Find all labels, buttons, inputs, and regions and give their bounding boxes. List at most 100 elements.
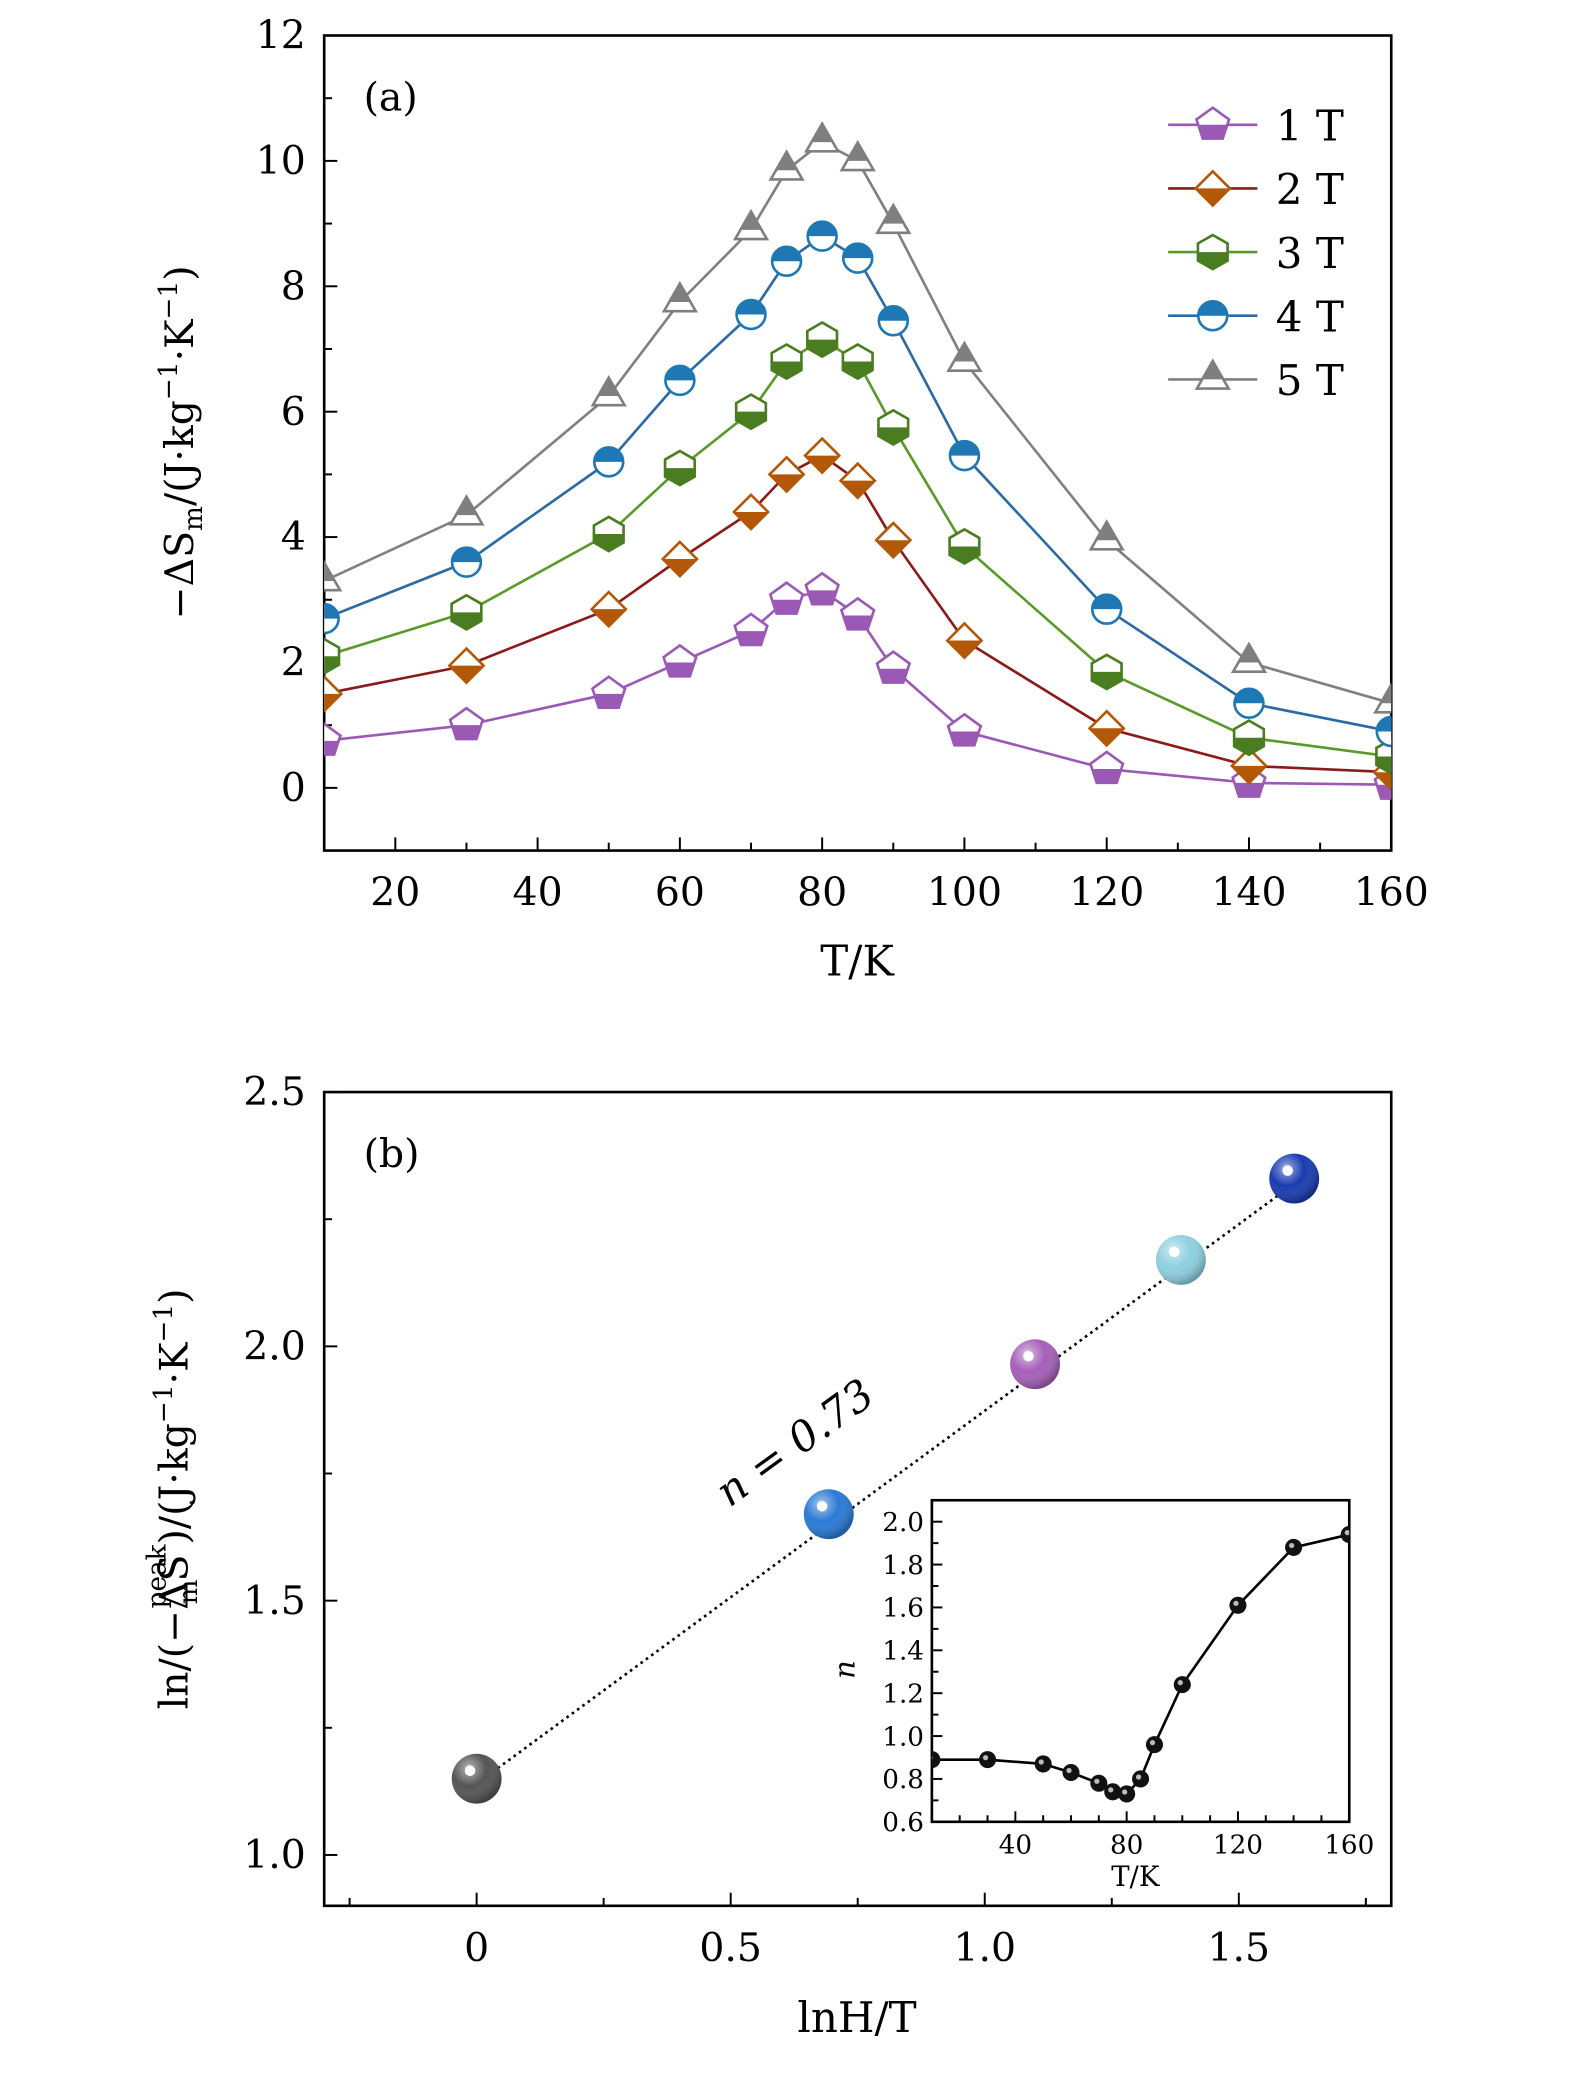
marker-fill bbox=[843, 615, 873, 630]
marker-fill bbox=[1198, 124, 1228, 139]
inset-x-tick-label: 120 bbox=[1213, 1830, 1263, 1860]
x-tick-label: 40 bbox=[513, 870, 563, 916]
marker-outline bbox=[1230, 746, 1268, 785]
marker-fill bbox=[740, 211, 762, 230]
hexagon-marker bbox=[806, 321, 839, 359]
data-point bbox=[1269, 1153, 1320, 1204]
inset-y-tick-label: 0.8 bbox=[882, 1765, 924, 1795]
marker-fill bbox=[1092, 769, 1122, 783]
pentagon-marker bbox=[875, 650, 912, 684]
marker-outline bbox=[767, 455, 806, 494]
ball-highlight bbox=[464, 1765, 476, 1777]
marker-outline bbox=[589, 590, 628, 629]
marker-outline bbox=[806, 220, 838, 252]
circle-marker bbox=[450, 546, 483, 578]
marker-fill bbox=[807, 221, 837, 237]
marker-outline bbox=[661, 280, 699, 313]
inset-point-highlight bbox=[1122, 1789, 1128, 1795]
fit-line bbox=[475, 1182, 1295, 1785]
x-tick-label: 0 bbox=[464, 1925, 489, 1971]
inset-point-highlight bbox=[1177, 1680, 1183, 1686]
marker-outline bbox=[324, 602, 340, 635]
circle-marker bbox=[1233, 687, 1265, 719]
ball-shade bbox=[1269, 1153, 1320, 1204]
pentagon-marker bbox=[448, 706, 485, 741]
marker-outline bbox=[770, 342, 803, 381]
ball-shade bbox=[1010, 1339, 1060, 1390]
pentagon-marker bbox=[733, 612, 769, 647]
circle-marker bbox=[770, 245, 803, 277]
marker-fill bbox=[662, 559, 697, 577]
inset-point bbox=[931, 1751, 941, 1769]
marker-outline bbox=[592, 515, 625, 553]
diamond-marker bbox=[324, 674, 344, 713]
marker-outline bbox=[734, 393, 768, 431]
marker-fill bbox=[949, 441, 979, 456]
legend-label: 1 T bbox=[1276, 102, 1344, 151]
diamond-marker bbox=[1087, 709, 1126, 748]
inset-y-tick-label: 1.0 bbox=[882, 1722, 924, 1752]
inset-y-tick-label: 1.2 bbox=[882, 1679, 924, 1709]
x-tick-label: 0.5 bbox=[699, 1925, 762, 1971]
marker-outline bbox=[1194, 358, 1231, 390]
marker-outline bbox=[447, 646, 486, 685]
marker-fill bbox=[452, 547, 481, 563]
y-tick-label: 2.5 bbox=[243, 1069, 306, 1115]
x-tick-label: 20 bbox=[370, 870, 420, 916]
marker-fill bbox=[1197, 252, 1228, 270]
circle-marker bbox=[592, 446, 625, 478]
inset-point-highlight bbox=[1038, 1759, 1044, 1765]
marker-outline bbox=[1233, 687, 1265, 719]
marker-fill bbox=[1376, 717, 1392, 732]
marker-fill bbox=[847, 142, 869, 161]
circle-marker bbox=[1090, 593, 1123, 625]
y-tick-label: 8 bbox=[281, 263, 306, 309]
marker-outline bbox=[768, 149, 805, 181]
hexagon-marker bbox=[450, 593, 483, 631]
inset-point bbox=[1173, 1676, 1191, 1694]
x-tick-label: 100 bbox=[927, 870, 1002, 916]
inset-y-tick-label: 1.4 bbox=[882, 1637, 924, 1667]
y-tick-label: 6 bbox=[281, 389, 306, 435]
inset-point bbox=[1104, 1783, 1122, 1801]
marker-fill bbox=[1195, 188, 1230, 206]
marker-fill bbox=[878, 306, 908, 321]
inset-point bbox=[1340, 1526, 1350, 1544]
marker-outline bbox=[841, 342, 874, 381]
legend-item: 5 T bbox=[1168, 356, 1344, 405]
marker-fill bbox=[775, 151, 798, 171]
x-tick-label: 80 bbox=[797, 870, 847, 916]
legend-label: 2 T bbox=[1276, 165, 1344, 214]
ball-shade bbox=[803, 1489, 854, 1540]
circle-marker bbox=[1196, 300, 1229, 332]
marker-outline bbox=[324, 674, 344, 713]
marker-fill bbox=[842, 361, 873, 379]
x-tick-label: 1.0 bbox=[953, 1925, 1016, 1971]
inset-y-tick-label: 2.0 bbox=[882, 1508, 924, 1538]
inset-series bbox=[931, 1526, 1350, 1803]
hexagon-marker bbox=[770, 342, 803, 381]
data-point bbox=[803, 1489, 854, 1540]
legend-label: 4 T bbox=[1276, 292, 1344, 341]
marker-outline bbox=[324, 637, 341, 675]
series-5t bbox=[324, 121, 1392, 714]
diamond-marker bbox=[660, 540, 699, 578]
y-axis-label: −ΔSm/(J·kg−1·K−1) bbox=[154, 265, 209, 619]
marker-fill bbox=[1092, 594, 1122, 610]
marker-outline bbox=[590, 375, 627, 407]
series-4t bbox=[324, 220, 1392, 748]
marker-outline bbox=[590, 675, 627, 709]
triangle-marker bbox=[661, 280, 699, 313]
inset-point-highlight bbox=[982, 1755, 989, 1761]
y-tick-label: 10 bbox=[256, 138, 306, 184]
marker-outline bbox=[874, 521, 913, 560]
triangle-marker bbox=[324, 559, 343, 592]
marker-fill bbox=[1198, 301, 1228, 316]
circle-marker bbox=[877, 305, 910, 337]
marker-fill bbox=[598, 377, 620, 397]
inset-x-tick-label: 40 bbox=[999, 1830, 1032, 1860]
inset-chart: 40 80 120 160 0.6 0.8 1.0 1.2 1.4 1.6 1.8 2.0 T/K n bbox=[827, 1498, 1374, 1893]
marker-outline bbox=[448, 494, 485, 526]
marker-fill bbox=[1234, 737, 1264, 755]
legend-item: 2 T bbox=[1168, 165, 1344, 214]
